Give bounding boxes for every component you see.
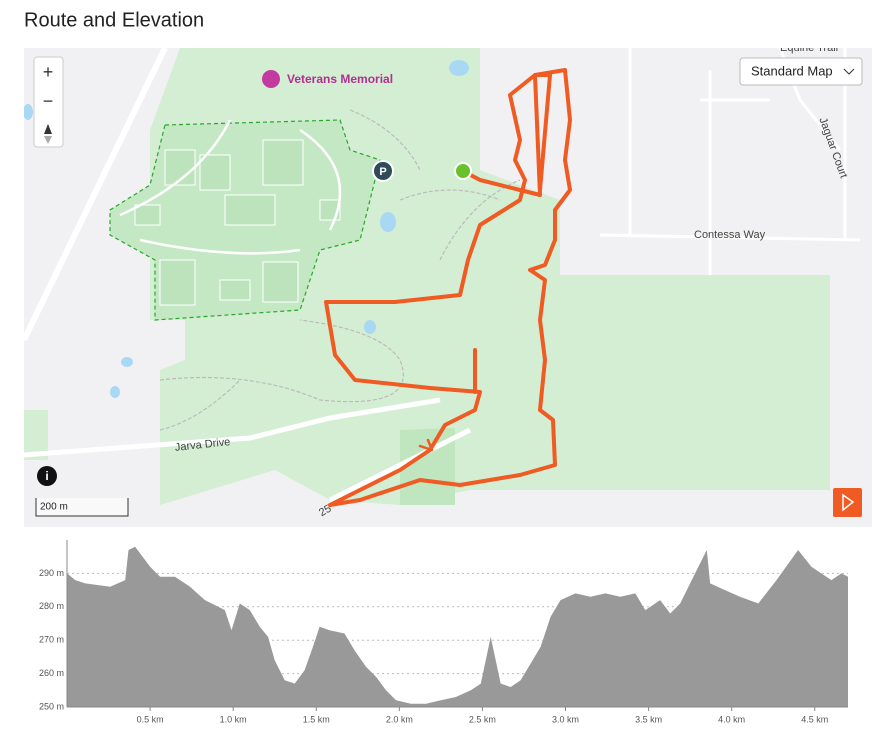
map: Veterans Memorial Equine Trail Jaguar Co… [24, 42, 872, 527]
roads [24, 48, 861, 503]
y-tick-label: 280 m [39, 601, 64, 611]
x-tick-label: 3.0 km [552, 714, 579, 724]
x-tick-label: 1.5 km [303, 714, 330, 724]
scale-bar [35, 498, 129, 517]
parking-icon [372, 160, 394, 182]
x-tick-label: 0.5 km [137, 714, 164, 724]
info-label: i [45, 469, 48, 483]
zoom-in[interactable]: + [43, 62, 54, 82]
y-tick-label: 270 m [39, 635, 64, 645]
y-tick-label: 250 m [39, 701, 64, 711]
start-marker [454, 162, 472, 180]
place-label: Jarva Drive [174, 436, 231, 454]
zoom-out[interactable]: − [43, 91, 54, 111]
control-box [33, 56, 64, 148]
y-tick-label: 290 m [39, 568, 64, 578]
x-tick-label: 2.0 km [386, 714, 413, 724]
scale-label: 200 m [40, 502, 68, 513]
place-label: Contessa Way [694, 229, 766, 241]
map-type-select[interactable] [739, 57, 863, 86]
x-tick-label: 1.0 km [220, 714, 247, 724]
play-button[interactable] [833, 488, 862, 517]
play-icon [842, 493, 855, 512]
elevation-chart: 250 m 260 m 270 m 280 m 290 m 0.5 km 1.0 km 1.5… [39, 540, 848, 724]
place-label: Equine Trail [780, 42, 838, 54]
route [324, 68, 572, 507]
compass[interactable] [44, 124, 52, 134]
parking-label: P [379, 166, 386, 178]
x-tick-label: 2.5 km [469, 714, 496, 724]
trails [159, 109, 521, 431]
x-tick-label: 3.5 km [635, 714, 662, 724]
water [24, 60, 469, 398]
x-tick-label: 4.5 km [801, 714, 828, 724]
x-tick-label: 4.0 km [718, 714, 745, 724]
elevation-area [67, 546, 848, 707]
info-button[interactable] [37, 466, 57, 486]
fields [134, 139, 341, 306]
zoom-controls: + − [33, 56, 64, 148]
memorial-icon [262, 70, 280, 88]
park [24, 410, 48, 460]
y-tick-label: 260 m [39, 668, 64, 678]
park [400, 428, 455, 505]
place-label: 25 [317, 503, 334, 520]
map-type-label: Standard Map [751, 63, 833, 78]
dropdown-arrow [843, 68, 855, 75]
place-label: Veterans Memorial [287, 72, 393, 86]
title: Route and Elevation [24, 9, 204, 31]
compass-s [44, 136, 52, 144]
